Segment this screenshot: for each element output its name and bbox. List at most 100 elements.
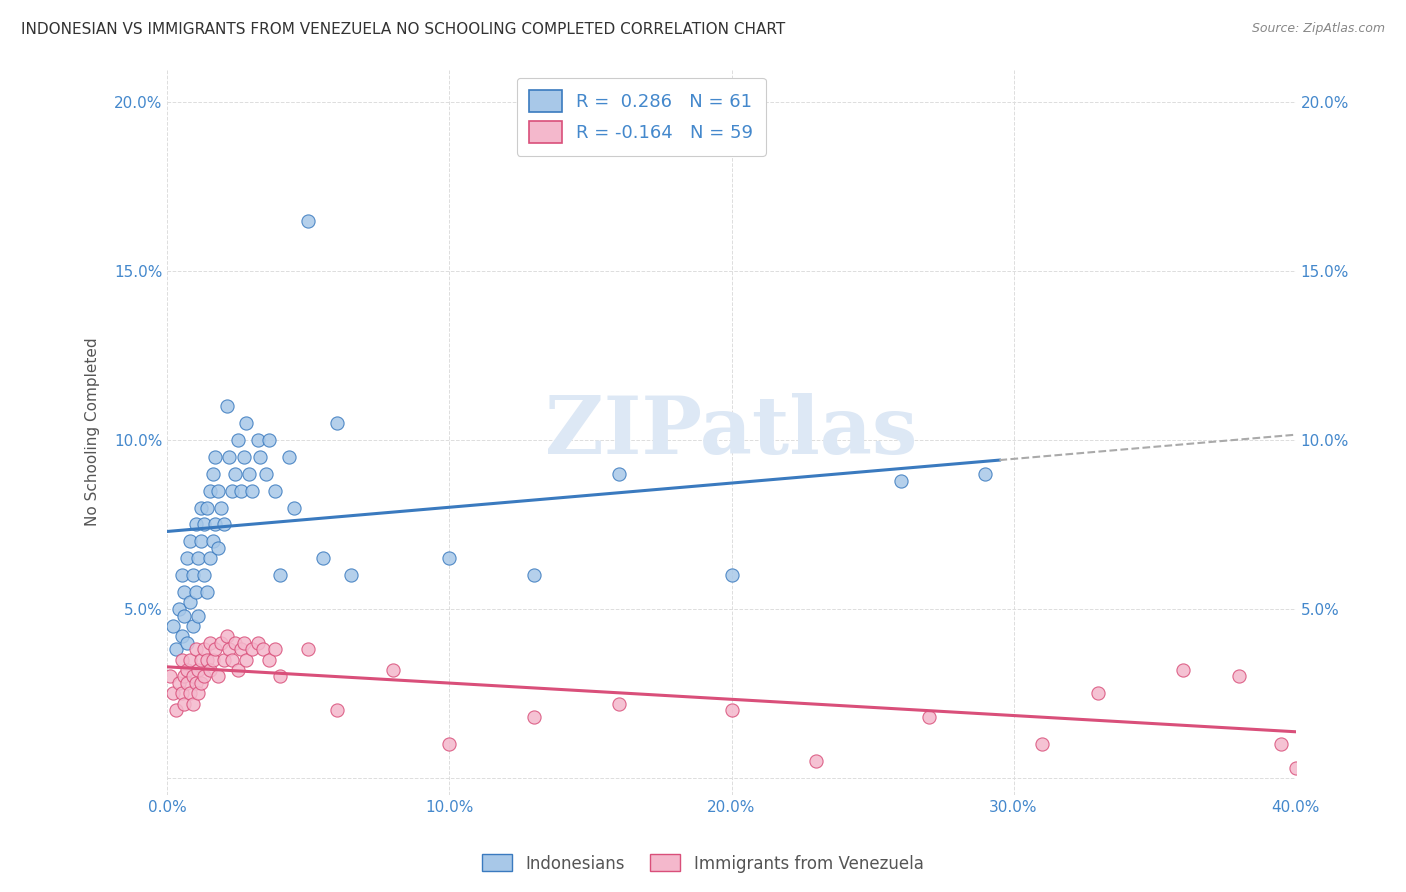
- Point: [240, 642, 263, 657]
- Point: [190, 652, 212, 666]
- Point: [238, 467, 260, 481]
- Point: [207, 541, 229, 556]
- Point: [181, 697, 204, 711]
- Point: [257, 433, 280, 447]
- Point: [283, 500, 305, 515]
- Point: [165, 703, 187, 717]
- Point: [193, 669, 215, 683]
- Point: [201, 467, 224, 481]
- Point: [190, 534, 212, 549]
- Point: [215, 399, 238, 413]
- Point: [165, 642, 187, 657]
- Point: [173, 669, 195, 683]
- Point: [1284, 761, 1306, 775]
- Point: [198, 551, 221, 566]
- Point: [181, 669, 204, 683]
- Text: INDONESIAN VS IMMIGRANTS FROM VENEZUELA NO SCHOOLING COMPLETED CORRELATION CHART: INDONESIAN VS IMMIGRANTS FROM VENEZUELA …: [21, 22, 786, 37]
- Point: [221, 483, 243, 498]
- Point: [209, 636, 232, 650]
- Point: [204, 450, 226, 464]
- Point: [181, 619, 204, 633]
- Point: [190, 676, 212, 690]
- Point: [439, 551, 461, 566]
- Point: [523, 568, 546, 582]
- Point: [212, 652, 235, 666]
- Point: [235, 652, 257, 666]
- Point: [918, 710, 941, 724]
- Point: [209, 500, 232, 515]
- Point: [804, 754, 827, 768]
- Point: [263, 483, 285, 498]
- Point: [1171, 663, 1194, 677]
- Text: ZIPatlas: ZIPatlas: [546, 392, 918, 471]
- Point: [607, 697, 630, 711]
- Point: [297, 642, 319, 657]
- Point: [325, 703, 347, 717]
- Point: [187, 686, 209, 700]
- Point: [193, 642, 215, 657]
- Point: [215, 629, 238, 643]
- Point: [523, 710, 546, 724]
- Point: [204, 517, 226, 532]
- Point: [193, 568, 215, 582]
- Point: [246, 636, 269, 650]
- Point: [207, 669, 229, 683]
- Point: [170, 629, 193, 643]
- Point: [170, 568, 193, 582]
- Point: [221, 652, 243, 666]
- Point: [382, 663, 405, 677]
- Point: [246, 433, 269, 447]
- Point: [201, 652, 224, 666]
- Point: [224, 636, 246, 650]
- Point: [190, 500, 212, 515]
- Point: [187, 551, 209, 566]
- Point: [226, 663, 249, 677]
- Point: [173, 585, 195, 599]
- Point: [184, 642, 207, 657]
- Point: [224, 467, 246, 481]
- Y-axis label: No Schooling Completed: No Schooling Completed: [86, 337, 100, 526]
- Point: [179, 652, 201, 666]
- Point: [311, 551, 333, 566]
- Point: [195, 585, 218, 599]
- Point: [176, 551, 198, 566]
- Point: [297, 213, 319, 227]
- Point: [195, 652, 218, 666]
- Point: [232, 636, 254, 650]
- Point: [193, 517, 215, 532]
- Point: [159, 669, 181, 683]
- Legend: R =  0.286   N = 61, R = -0.164   N = 59: R = 0.286 N = 61, R = -0.164 N = 59: [516, 78, 766, 156]
- Point: [974, 467, 997, 481]
- Point: [1031, 737, 1053, 751]
- Point: [179, 686, 201, 700]
- Point: [173, 608, 195, 623]
- Text: Source: ZipAtlas.com: Source: ZipAtlas.com: [1251, 22, 1385, 36]
- Point: [179, 595, 201, 609]
- Point: [176, 676, 198, 690]
- Point: [173, 697, 195, 711]
- Point: [254, 467, 277, 481]
- Point: [252, 642, 274, 657]
- Point: [170, 652, 193, 666]
- Point: [232, 450, 254, 464]
- Point: [235, 416, 257, 430]
- Point: [181, 568, 204, 582]
- Point: [229, 483, 252, 498]
- Point: [218, 642, 240, 657]
- Legend: Indonesians, Immigrants from Venezuela: Indonesians, Immigrants from Venezuela: [475, 847, 931, 880]
- Point: [162, 619, 184, 633]
- Point: [176, 663, 198, 677]
- Point: [176, 636, 198, 650]
- Point: [339, 568, 361, 582]
- Point: [269, 669, 291, 683]
- Point: [167, 602, 190, 616]
- Point: [607, 467, 630, 481]
- Point: [170, 686, 193, 700]
- Point: [325, 416, 347, 430]
- Point: [229, 642, 252, 657]
- Point: [269, 568, 291, 582]
- Point: [1270, 737, 1292, 751]
- Point: [890, 474, 912, 488]
- Point: [226, 433, 249, 447]
- Point: [257, 652, 280, 666]
